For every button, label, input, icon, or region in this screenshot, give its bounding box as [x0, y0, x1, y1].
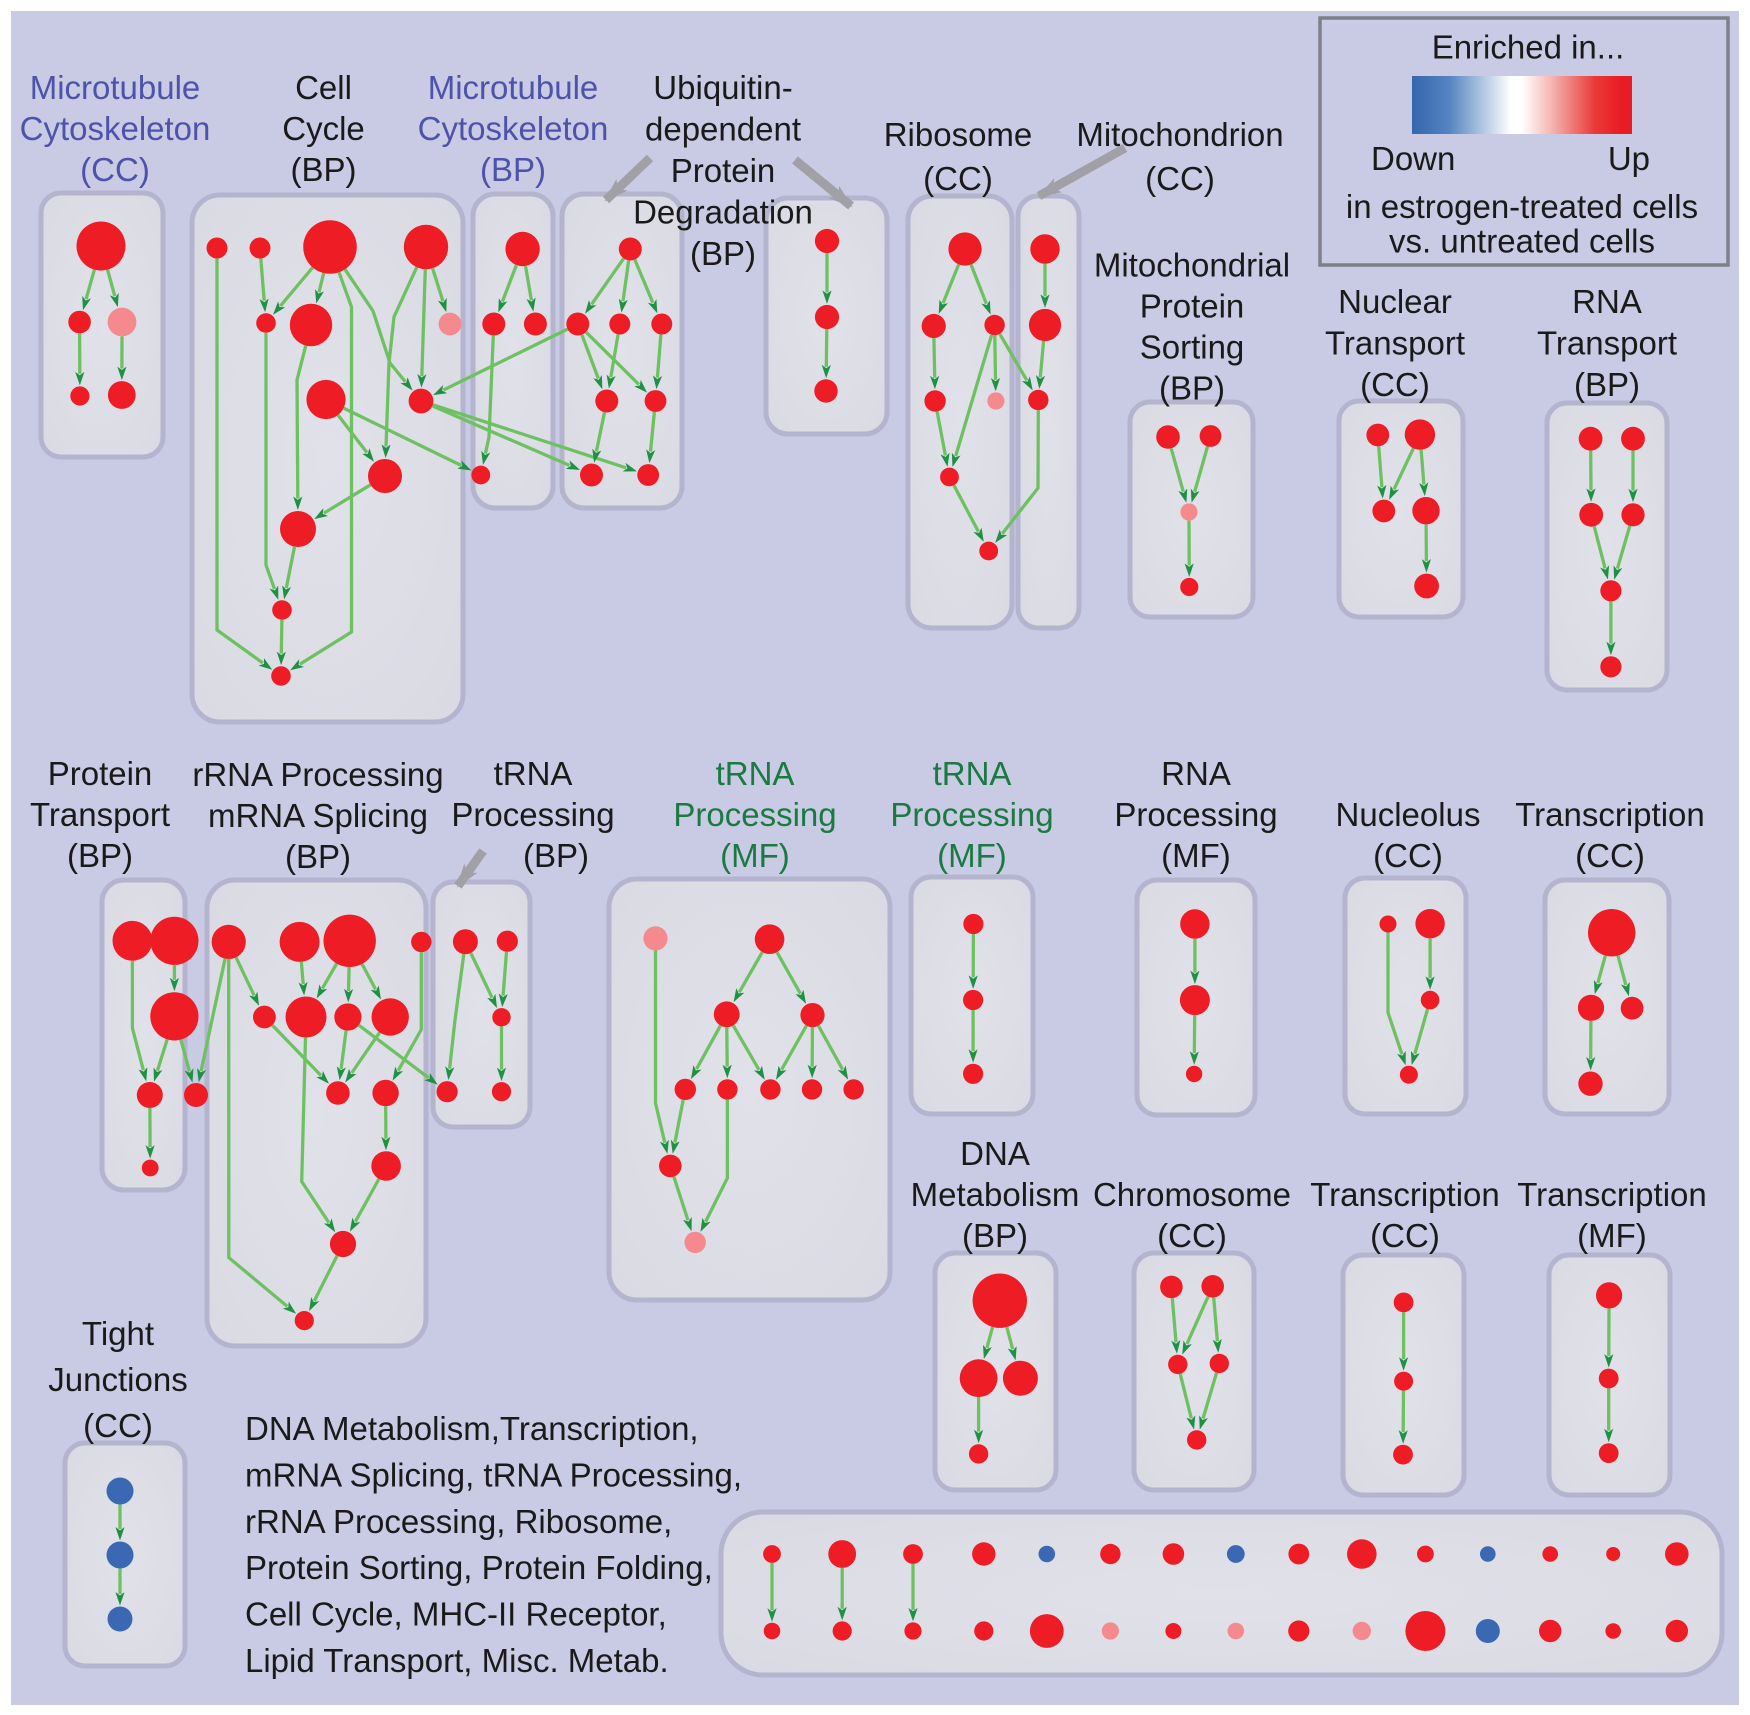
svg-text:Processing: Processing	[1114, 796, 1277, 833]
svg-text:tRNA: tRNA	[933, 755, 1012, 792]
svg-text:Protein Sorting, Protein Foldi: Protein Sorting, Protein Folding,	[245, 1549, 713, 1586]
svg-text:Cell: Cell	[295, 69, 352, 106]
svg-text:Protein: Protein	[671, 152, 776, 189]
svg-text:rRNA Processing: rRNA Processing	[192, 756, 443, 793]
svg-text:(CC): (CC)	[1370, 1217, 1440, 1254]
svg-text:(MF): (MF)	[720, 837, 790, 874]
svg-text:Tight: Tight	[82, 1315, 154, 1352]
svg-text:Lipid Transport, Misc. Metab.: Lipid Transport, Misc. Metab.	[245, 1642, 669, 1679]
svg-text:Transport: Transport	[30, 796, 170, 833]
svg-text:Degradation: Degradation	[633, 194, 813, 231]
svg-text:(CC): (CC)	[1360, 366, 1430, 403]
svg-text:Sorting: Sorting	[1140, 329, 1245, 366]
svg-text:RNA: RNA	[1572, 283, 1642, 320]
svg-text:vs. untreated cells: vs. untreated cells	[1389, 223, 1655, 260]
svg-text:Transport: Transport	[1325, 325, 1465, 362]
svg-text:Cycle: Cycle	[282, 110, 365, 147]
svg-text:Cytoskeleton: Cytoskeleton	[418, 110, 609, 147]
svg-text:(MF): (MF)	[937, 837, 1007, 874]
svg-text:tRNA: tRNA	[494, 755, 573, 792]
svg-text:Transport: Transport	[1537, 325, 1677, 362]
svg-text:Cytoskeleton: Cytoskeleton	[20, 110, 211, 147]
svg-text:rRNA Processing, Ribosome,: rRNA Processing, Ribosome,	[245, 1503, 672, 1540]
svg-text:(CC): (CC)	[1373, 837, 1443, 874]
svg-text:Cell Cycle, MHC-II Receptor,: Cell Cycle, MHC-II Receptor,	[245, 1596, 667, 1633]
svg-text:Chromosome: Chromosome	[1093, 1176, 1291, 1213]
svg-text:(BP): (BP)	[962, 1217, 1028, 1254]
svg-text:Transcription: Transcription	[1515, 796, 1705, 833]
svg-text:RNA: RNA	[1161, 755, 1231, 792]
svg-text:(BP): (BP)	[480, 151, 546, 188]
svg-text:Nucleolus: Nucleolus	[1336, 796, 1481, 833]
svg-text:Ubiquitin-: Ubiquitin-	[653, 69, 792, 106]
svg-text:dependent: dependent	[645, 111, 801, 148]
svg-text:(BP): (BP)	[690, 235, 756, 272]
svg-text:DNA: DNA	[960, 1135, 1030, 1172]
svg-text:(CC): (CC)	[83, 1407, 153, 1444]
svg-text:(BP): (BP)	[1574, 366, 1640, 403]
svg-text:Ribosome: Ribosome	[884, 116, 1033, 153]
svg-text:Down: Down	[1371, 140, 1455, 177]
svg-text:(BP): (BP)	[291, 151, 357, 188]
svg-text:mRNA Splicing: mRNA Splicing	[208, 797, 428, 834]
svg-text:Processing: Processing	[451, 796, 614, 833]
svg-text:Processing: Processing	[890, 796, 1053, 833]
svg-text:Transcription: Transcription	[1310, 1176, 1500, 1213]
svg-text:Microtubule: Microtubule	[428, 69, 599, 106]
svg-text:Mitochondrion: Mitochondrion	[1076, 116, 1283, 153]
svg-text:(BP): (BP)	[1159, 370, 1225, 407]
svg-text:Protein: Protein	[48, 755, 153, 792]
svg-text:(CC): (CC)	[1575, 837, 1645, 874]
svg-text:(BP): (BP)	[285, 838, 351, 875]
svg-text:Protein: Protein	[1140, 288, 1245, 325]
svg-text:Processing: Processing	[673, 796, 836, 833]
svg-text:(MF): (MF)	[1161, 837, 1231, 874]
svg-text:Junctions: Junctions	[48, 1361, 187, 1398]
svg-text:Metabolism: Metabolism	[911, 1176, 1080, 1213]
svg-text:in estrogen-treated cells: in estrogen-treated cells	[1346, 188, 1698, 225]
svg-text:Up: Up	[1608, 140, 1650, 177]
svg-text:(CC): (CC)	[1157, 1217, 1227, 1254]
svg-text:(MF): (MF)	[1577, 1217, 1647, 1254]
svg-text:tRNA: tRNA	[716, 755, 795, 792]
svg-text:Microtubule: Microtubule	[30, 69, 201, 106]
svg-text:(CC): (CC)	[1145, 160, 1215, 197]
svg-text:DNA Metabolism,Transcription,: DNA Metabolism,Transcription,	[245, 1410, 699, 1447]
svg-text:Mitochondrial: Mitochondrial	[1094, 247, 1290, 284]
svg-text:Nuclear: Nuclear	[1338, 283, 1452, 320]
svg-text:(CC): (CC)	[80, 151, 150, 188]
svg-text:mRNA Splicing, tRNA Processing: mRNA Splicing, tRNA Processing,	[245, 1456, 742, 1493]
svg-text:Enriched in...: Enriched in...	[1432, 29, 1625, 66]
svg-text:(BP): (BP)	[523, 837, 589, 874]
svg-text:(BP): (BP)	[67, 837, 133, 874]
svg-text:Transcription: Transcription	[1517, 1176, 1707, 1213]
svg-text:(CC): (CC)	[923, 160, 993, 197]
